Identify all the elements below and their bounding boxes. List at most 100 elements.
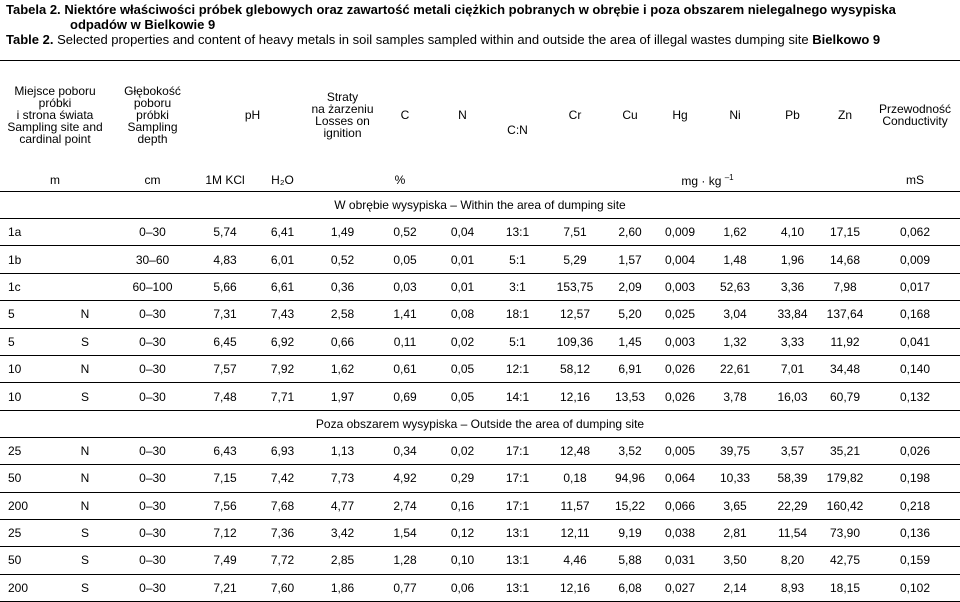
data-cell: 1,41 xyxy=(375,300,436,329)
header-line: C:N xyxy=(507,123,528,137)
unit-cell: mS xyxy=(870,169,960,192)
data-cell: 0,027 xyxy=(655,574,706,602)
unit-cell: cm xyxy=(110,169,195,192)
data-cell: 1,48 xyxy=(705,245,766,274)
data-cell: 50 xyxy=(0,546,60,575)
data-cell: 39,75 xyxy=(705,437,766,466)
data-cell: 5,20 xyxy=(605,300,656,329)
data-cell: 0–30 xyxy=(110,355,196,384)
data-cell: 50 xyxy=(0,464,60,493)
header-line: Losses on xyxy=(315,114,370,128)
data-row: 1b 30–60 4,83 6,01 0,52 0,05 0,01 5:1 5,29 1,57 0,… xyxy=(0,245,960,274)
data-cell: 0,041 xyxy=(870,328,960,356)
unit-cell: % xyxy=(310,169,490,192)
data-cell: S xyxy=(60,382,111,411)
data-cell: 94,96 xyxy=(605,464,656,493)
header-row: Miejsce poboru próbki i strona świata Sampl… xyxy=(0,61,960,170)
data-cell: 6,93 xyxy=(255,437,311,466)
caption-text: Niektóre właściwości próbek glebowych or… xyxy=(64,2,896,32)
header-line: Pb xyxy=(785,108,800,122)
data-cell: 0,77 xyxy=(375,574,436,602)
unit-text: % xyxy=(394,173,406,187)
header-cell: Hg xyxy=(655,61,705,170)
data-row: 50 N 0–30 7,15 7,42 7,73 4,92 0,29 17:1 0,18 94,96… xyxy=(0,464,960,493)
data-cell: 7,60 xyxy=(255,574,311,602)
header-line: depth xyxy=(137,132,168,146)
data-cell: 60–100 xyxy=(110,273,196,302)
data-cell: 16,03 xyxy=(765,382,821,411)
header-line: Cr xyxy=(568,108,582,122)
data-cell: 14:1 xyxy=(490,382,546,411)
data-cell: 3,04 xyxy=(705,300,766,329)
data-cell: 52,63 xyxy=(705,273,766,302)
data-cell: 7,57 xyxy=(195,355,256,384)
section-row: W obrębie wysypiska – Within the area of… xyxy=(0,191,960,219)
data-cell: 6,41 xyxy=(255,218,311,247)
data-cell: 1,49 xyxy=(310,218,376,247)
data-cell: 2,14 xyxy=(705,574,766,602)
data-cell: 22,61 xyxy=(705,355,766,384)
header-line: Zn xyxy=(838,108,853,122)
data-cell: 0,159 xyxy=(870,546,960,575)
caption-label: Tabela 2. xyxy=(6,2,61,17)
data-cell: 7,92 xyxy=(255,355,311,384)
data-cell: 3,57 xyxy=(765,437,821,466)
header-line: ignition xyxy=(323,126,362,140)
caption-label: Table 2. xyxy=(6,32,54,47)
data-cell: 1,54 xyxy=(375,519,436,548)
data-cell: 0,02 xyxy=(435,437,491,466)
data-cell: 1,86 xyxy=(310,574,376,602)
data-row: 10 S 0–30 7,48 7,71 1,97 0,69 0,05 14:1 12,16 13,5… xyxy=(0,382,960,411)
data-row: 25 S 0–30 7,12 7,36 3,42 1,54 0,12 13:1 12,11 9,19… xyxy=(0,519,960,548)
data-cell: 10 xyxy=(0,355,60,384)
data-cell: 4,92 xyxy=(375,464,436,493)
unit-cell: m xyxy=(0,169,110,192)
data-cell: 1a xyxy=(0,218,111,247)
data-cell: 58,39 xyxy=(765,464,821,493)
section-row: Poza obszarem wysypiska – Outside the ar… xyxy=(0,409,960,438)
data-cell: 0–30 xyxy=(110,519,196,548)
data-cell: N xyxy=(60,464,111,493)
data-cell: 0,031 xyxy=(655,546,706,575)
data-cell: 0–30 xyxy=(110,382,196,411)
data-cell: 0–30 xyxy=(110,546,196,575)
data-cell: 0,102 xyxy=(870,574,960,602)
data-cell: 5,66 xyxy=(195,273,256,302)
data-cell: 5,74 xyxy=(195,218,256,247)
data-cell: 18,15 xyxy=(820,574,871,602)
header-line: Ni xyxy=(729,108,741,122)
data-cell: 0,026 xyxy=(655,355,706,384)
header-line: Sampling site and xyxy=(7,120,103,134)
data-cell: 17,15 xyxy=(820,218,871,247)
data-cell: 0,52 xyxy=(375,218,436,247)
data-cell: 12,16 xyxy=(545,382,606,411)
data-cell: 1b xyxy=(0,245,111,274)
data-cell: 0,066 xyxy=(655,492,706,520)
data-cell: 0,36 xyxy=(310,273,376,302)
caption-site: Bielkowo 9 xyxy=(812,32,881,47)
data-cell: 0–30 xyxy=(110,328,196,356)
data-cell: 5:1 xyxy=(490,328,546,356)
data-cell: 7,72 xyxy=(255,546,311,575)
data-cell: 1,62 xyxy=(310,355,376,384)
data-cell: 11,92 xyxy=(820,328,871,356)
data-cell: 5:1 xyxy=(490,245,546,274)
data-cell: 0,06 xyxy=(435,574,491,602)
data-cell: N xyxy=(60,355,111,384)
data-cell: 3,65 xyxy=(705,492,766,520)
data-cell: 0,08 xyxy=(435,300,491,329)
data-cell: 0,03 xyxy=(375,273,436,302)
data-cell: 17:1 xyxy=(490,437,546,466)
data-cell: S xyxy=(60,519,111,548)
data-cell: 1,96 xyxy=(765,245,821,274)
header-line: Hg xyxy=(672,108,688,122)
data-cell: 0,11 xyxy=(375,328,436,356)
data-cell: 160,42 xyxy=(820,492,871,520)
data-cell: 3,33 xyxy=(765,328,821,356)
unit-text: H₂O xyxy=(271,173,294,187)
header-line: Cu xyxy=(622,108,638,122)
data-cell: 73,90 xyxy=(820,519,871,548)
data-cell: 0,062 xyxy=(870,218,960,247)
header-line: na żarzeniu xyxy=(311,102,374,116)
